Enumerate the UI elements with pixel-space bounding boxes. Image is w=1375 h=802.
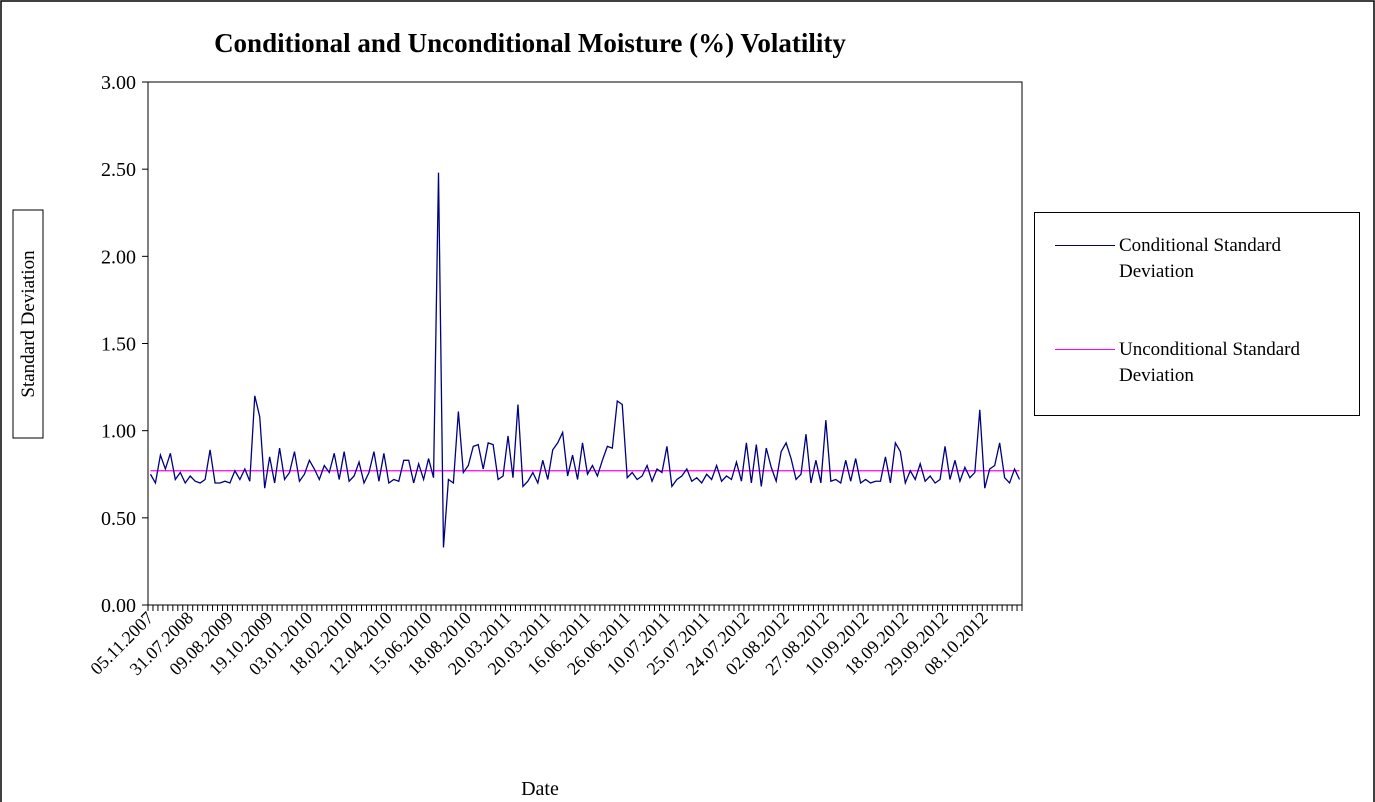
y-tick-label: 1.50 (101, 334, 136, 356)
y-tick-label: 2.00 (101, 246, 136, 268)
legend-item: Conditional Standard Deviation (1035, 233, 1355, 293)
legend-item: Unconditional Standard Deviation (1035, 337, 1355, 397)
x-axis-label: Date (521, 778, 559, 800)
y-axis-label: Standard Deviation (18, 250, 39, 398)
y-tick-label: 2.50 (101, 159, 136, 181)
y-tick-label: 0.50 (101, 508, 136, 530)
legend-swatch (1055, 349, 1115, 350)
category-ticks (147, 605, 1023, 611)
y-tick-label: 3.00 (101, 72, 136, 94)
chart-title: Conditional and Unconditional Moisture (… (214, 28, 846, 58)
legend-label: Unconditional Standard Deviation (1119, 339, 1300, 386)
y-label-box (12, 209, 44, 439)
legend-swatch (1055, 245, 1115, 246)
legend: Conditional Standard Deviation Unconditio… (1034, 212, 1360, 416)
legend-label: Conditional Standard Deviation (1119, 235, 1282, 282)
y-tick-label: 0.00 (101, 595, 136, 617)
y-tick-label: 1.00 (101, 421, 136, 443)
series-line (149, 172, 1021, 548)
